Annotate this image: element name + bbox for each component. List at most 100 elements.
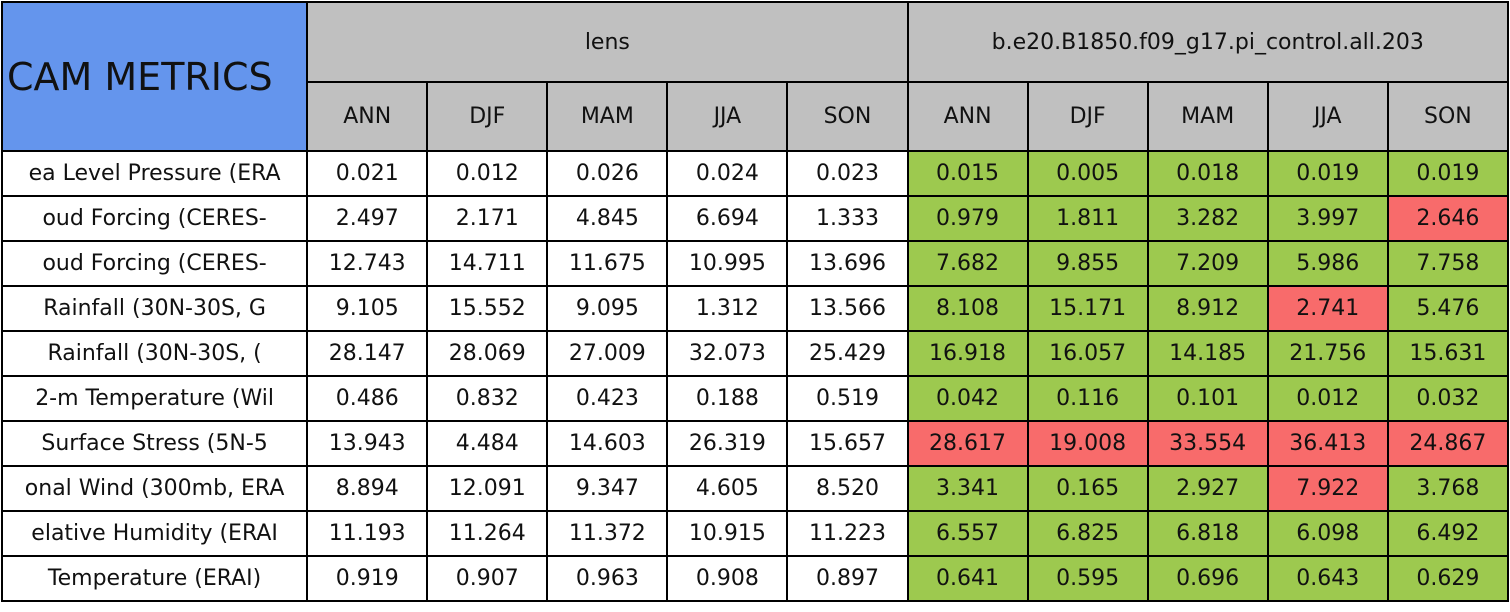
control-cell: 0.005 (1026, 150, 1149, 197)
lens-cell: 1.333 (786, 195, 909, 242)
row-label: elative Humidity (ERAI (0, 510, 309, 557)
control-cell: 6.825 (1026, 510, 1149, 557)
lens-cell: 0.908 (666, 555, 789, 602)
control-cell: 0.019 (1266, 150, 1389, 197)
lens-cell: 0.832 (426, 375, 549, 422)
lens-cell: 4.484 (426, 420, 549, 467)
table-row: Rainfall (30N-30S, (28.147 28.069 27.009 32… (0, 330, 1510, 377)
lens-cell: 4.845 (546, 195, 669, 242)
lens-cell: 11.675 (546, 240, 669, 287)
lens-cell: 13.566 (786, 285, 909, 332)
lens-cell: 1.312 (666, 285, 789, 332)
group-header-row: CAM METRICS lens b.e20.B1850.f09_g17.pi_… (0, 1, 1510, 152)
season-header: ANN (906, 81, 1029, 152)
table-row: oud Forcing (CERES- 2.497 2.171 4.845 6.694 1… (0, 195, 1510, 242)
season-header: MAM (546, 81, 669, 152)
control-cell: 3.768 (1386, 465, 1510, 512)
lens-cell: 26.319 (666, 420, 789, 467)
control-cell: 8.912 (1146, 285, 1269, 332)
control-cell: 0.019 (1386, 150, 1510, 197)
lens-cell: 4.605 (666, 465, 789, 512)
row-label: Rainfall (30N-30S, ( (0, 330, 309, 377)
control-cell: 0.643 (1266, 555, 1389, 602)
control-cell: 0.015 (906, 150, 1029, 197)
control-cell: 3.341 (906, 465, 1029, 512)
control-cell: 19.008 (1026, 420, 1149, 467)
control-cell: 0.979 (906, 195, 1029, 242)
lens-cell: 2.497 (306, 195, 429, 242)
lens-cell: 0.919 (306, 555, 429, 602)
lens-cell: 15.552 (426, 285, 549, 332)
season-header: JJA (666, 81, 789, 152)
control-cell: 6.818 (1146, 510, 1269, 557)
lens-cell: 0.012 (426, 150, 549, 197)
lens-cell: 12.091 (426, 465, 549, 512)
control-cell: 33.554 (1146, 420, 1269, 467)
lens-cell: 0.907 (426, 555, 549, 602)
lens-cell: 9.095 (546, 285, 669, 332)
control-cell: 7.758 (1386, 240, 1510, 287)
control-cell: 0.012 (1266, 375, 1389, 422)
control-cell: 5.986 (1266, 240, 1389, 287)
lens-cell: 0.423 (546, 375, 669, 422)
lens-cell: 0.897 (786, 555, 909, 602)
lens-cell: 12.743 (306, 240, 429, 287)
control-cell: 2.741 (1266, 285, 1389, 332)
control-cell: 0.696 (1146, 555, 1269, 602)
control-cell: 0.629 (1386, 555, 1510, 602)
lens-cell: 6.694 (666, 195, 789, 242)
control-cell: 0.018 (1146, 150, 1269, 197)
group-header: b.e20.B1850.f09_g17.pi_control.all.203 (906, 1, 1510, 83)
control-cell: 8.108 (906, 285, 1029, 332)
lens-cell: 11.372 (546, 510, 669, 557)
lens-cell: 13.943 (306, 420, 429, 467)
table-title: CAM METRICS (0, 1, 309, 152)
table-row: 2-m Temperature (Wil 0.486 0.832 0.423 0.188… (0, 375, 1510, 422)
lens-cell: 0.486 (306, 375, 429, 422)
table-row: Temperature (ERAI) 0.919 0.907 0.963 0.908 0.… (0, 555, 1510, 602)
control-cell: 15.171 (1026, 285, 1149, 332)
control-cell: 16.057 (1026, 330, 1149, 377)
control-cell: 9.855 (1026, 240, 1149, 287)
season-header: DJF (1026, 81, 1149, 152)
lens-cell: 0.023 (786, 150, 909, 197)
control-cell: 6.557 (906, 510, 1029, 557)
control-cell: 6.492 (1386, 510, 1510, 557)
season-header: MAM (1146, 81, 1269, 152)
table-row: Rainfall (30N-30S, G 9.105 15.552 9.095 1.31… (0, 285, 1510, 332)
lens-cell: 0.519 (786, 375, 909, 422)
lens-cell: 0.963 (546, 555, 669, 602)
control-cell: 5.476 (1386, 285, 1510, 332)
control-cell: 0.101 (1146, 375, 1269, 422)
control-cell: 0.595 (1026, 555, 1149, 602)
table-body: ea Level Pressure (ERA 0.021 0.012 0.026 0.0… (0, 150, 1510, 602)
lens-cell: 9.105 (306, 285, 429, 332)
lens-cell: 11.264 (426, 510, 549, 557)
table-row: ea Level Pressure (ERA 0.021 0.012 0.026 0.0… (0, 150, 1510, 197)
lens-cell: 28.147 (306, 330, 429, 377)
group-header: lens (306, 1, 909, 83)
lens-cell: 9.347 (546, 465, 669, 512)
control-cell: 0.116 (1026, 375, 1149, 422)
season-header: ANN (306, 81, 429, 152)
lens-cell: 10.915 (666, 510, 789, 557)
lens-cell: 32.073 (666, 330, 789, 377)
control-cell: 3.282 (1146, 195, 1269, 242)
lens-cell: 15.657 (786, 420, 909, 467)
lens-cell: 11.193 (306, 510, 429, 557)
season-header: DJF (426, 81, 549, 152)
control-cell: 21.756 (1266, 330, 1389, 377)
control-cell: 7.209 (1146, 240, 1269, 287)
control-cell: 28.617 (906, 420, 1029, 467)
table-row: Surface Stress (5N-5 13.943 4.484 14.603 26.… (0, 420, 1510, 467)
lens-cell: 28.069 (426, 330, 549, 377)
lens-cell: 0.021 (306, 150, 429, 197)
lens-cell: 13.696 (786, 240, 909, 287)
row-label: oud Forcing (CERES- (0, 195, 309, 242)
control-cell: 2.927 (1146, 465, 1269, 512)
lens-cell: 0.024 (666, 150, 789, 197)
row-label: Surface Stress (5N-5 (0, 420, 309, 467)
control-cell: 2.646 (1386, 195, 1510, 242)
